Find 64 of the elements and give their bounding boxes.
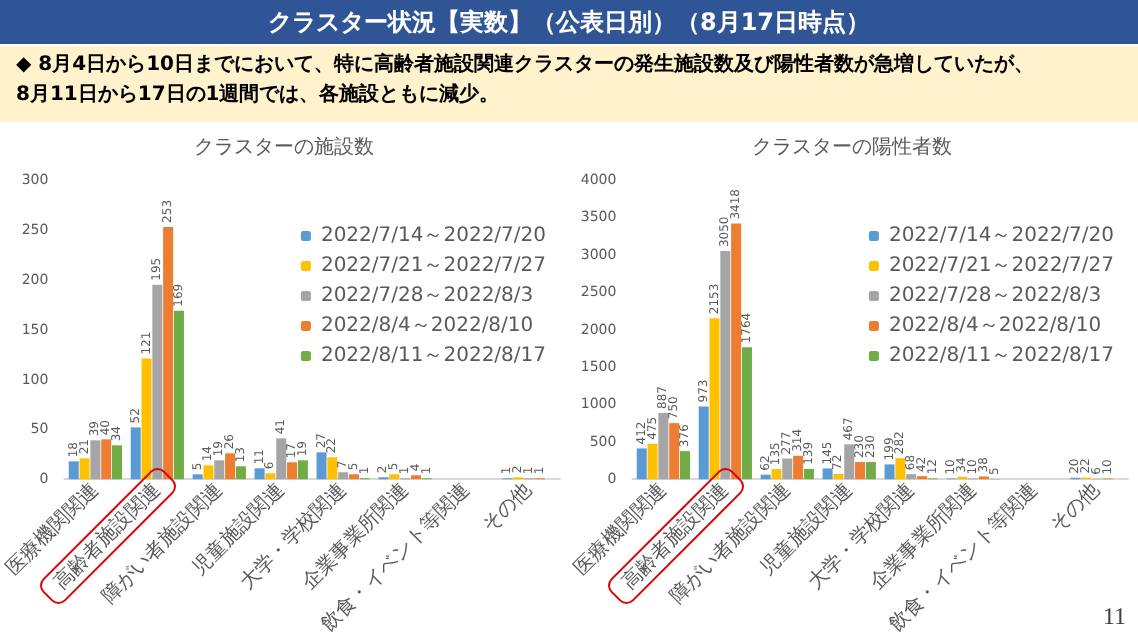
legend-label: 2022/7/28～2022/8/3 bbox=[888, 285, 1102, 307]
text: 11 bbox=[1102, 602, 1126, 632]
legend-label: 2022/7/14～2022/7/20 bbox=[888, 225, 1115, 247]
bar bbox=[658, 412, 669, 480]
bar bbox=[265, 473, 276, 480]
bar bbox=[647, 443, 658, 480]
bar bbox=[855, 462, 866, 480]
bar bbox=[214, 460, 225, 480]
x-tick-label: その他 bbox=[477, 478, 537, 538]
bar bbox=[793, 455, 804, 480]
bar bbox=[669, 423, 680, 480]
bar bbox=[906, 474, 917, 480]
bar bbox=[235, 466, 246, 480]
bar bbox=[782, 458, 793, 480]
bar bbox=[297, 460, 308, 480]
bar bbox=[225, 453, 236, 480]
legend-label: 2022/7/21～2022/7/27 bbox=[888, 255, 1115, 277]
bar bbox=[338, 472, 349, 480]
legend-label: 2022/8/11～2022/8/17 bbox=[320, 345, 547, 367]
bar bbox=[173, 310, 184, 480]
bar bbox=[101, 439, 112, 480]
bar bbox=[141, 358, 152, 480]
bar bbox=[276, 438, 287, 480]
legend-label: 2022/8/4～2022/8/10 bbox=[320, 315, 534, 337]
bar bbox=[348, 474, 359, 480]
bar bbox=[895, 458, 906, 480]
bar bbox=[130, 427, 141, 480]
chart-title: クラスターの施設数 bbox=[194, 135, 374, 159]
text: ◆ 8月4日から10日までにおいて、特に高齢者施設関連クラスターの発生施設数及び陽性者数が急増していたが、 8月11日から17日の1週間では、各施設ともに減少。 bbox=[0, 46, 1138, 122]
bar bbox=[163, 226, 174, 480]
bar bbox=[884, 464, 895, 480]
bar bbox=[254, 468, 265, 480]
chart-title: クラスターの陽性者数 bbox=[752, 135, 952, 159]
bar bbox=[803, 468, 814, 480]
bar bbox=[68, 461, 79, 480]
bar bbox=[112, 445, 123, 480]
bar bbox=[636, 448, 647, 480]
bar bbox=[203, 465, 214, 480]
bar bbox=[731, 223, 742, 480]
bar bbox=[327, 457, 338, 480]
bar bbox=[822, 468, 833, 480]
bar bbox=[316, 452, 327, 480]
bar bbox=[192, 474, 203, 480]
bar bbox=[844, 444, 855, 480]
legend-label: 2022/8/4～2022/8/10 bbox=[888, 315, 1102, 337]
bar bbox=[680, 451, 691, 480]
legend-label: 2022/8/11～2022/8/17 bbox=[888, 345, 1115, 367]
bar bbox=[152, 284, 163, 480]
legend-label: 2022/7/14～2022/7/20 bbox=[320, 225, 547, 247]
legend-label: 2022/7/28～2022/8/3 bbox=[320, 285, 534, 307]
bar bbox=[287, 462, 298, 480]
bar bbox=[865, 462, 876, 480]
text: クラスター状況【実数】（公表日別）（8月17日時点） bbox=[0, 0, 1138, 44]
legend-label: 2022/7/21～2022/7/27 bbox=[320, 255, 547, 277]
x-tick-label: その他 bbox=[1045, 478, 1105, 538]
bar bbox=[389, 474, 400, 480]
bar bbox=[698, 406, 709, 480]
bar bbox=[741, 347, 752, 480]
bar bbox=[720, 251, 731, 480]
bar bbox=[709, 318, 720, 480]
bar bbox=[90, 440, 101, 480]
bar bbox=[771, 469, 782, 480]
bar bbox=[79, 458, 90, 480]
bar bbox=[833, 473, 844, 480]
